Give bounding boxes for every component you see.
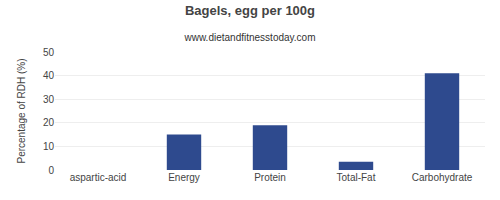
svg-text:40: 40 xyxy=(43,70,55,81)
svg-text:10: 10 xyxy=(43,141,55,152)
svg-text:20: 20 xyxy=(43,117,55,128)
svg-text:30: 30 xyxy=(43,94,55,105)
svg-text:0: 0 xyxy=(48,165,54,176)
svg-text:Protein: Protein xyxy=(254,172,286,183)
svg-text:Percentage of RDH (%): Percentage of RDH (%) xyxy=(16,58,27,163)
svg-text:50: 50 xyxy=(43,47,55,58)
svg-text:aspartic-acid: aspartic-acid xyxy=(70,172,127,183)
svg-text:Total-Fat: Total-Fat xyxy=(337,172,376,183)
svg-text:Bagels, egg per 100g: Bagels, egg per 100g xyxy=(185,3,315,18)
svg-text:Energy: Energy xyxy=(168,172,200,183)
svg-text:www.dietandfitnesstoday.com: www.dietandfitnesstoday.com xyxy=(184,32,316,43)
svg-text:Carbohydrate: Carbohydrate xyxy=(412,172,473,183)
